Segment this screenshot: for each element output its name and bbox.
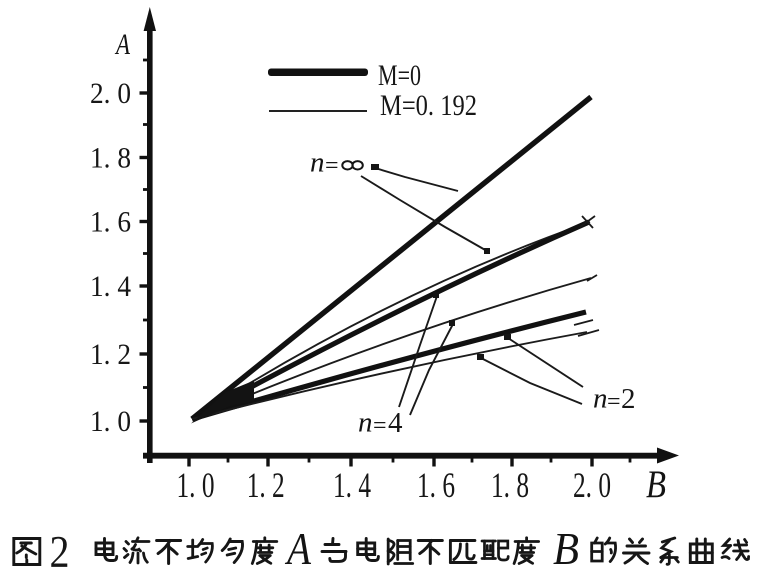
svg-text:M=0. 192: M=0. 192 xyxy=(380,89,477,122)
svg-text:2: 2 xyxy=(621,383,636,415)
svg-text:1. 8: 1. 8 xyxy=(90,142,131,175)
svg-text:1. 2: 1. 2 xyxy=(90,338,131,371)
svg-text:1. 6: 1. 6 xyxy=(417,465,455,505)
svg-text:=: = xyxy=(607,389,621,415)
svg-text:n: n xyxy=(358,407,373,439)
svg-text:B: B xyxy=(553,524,579,574)
svg-text:1. 4: 1. 4 xyxy=(90,270,131,303)
svg-text:1. 8: 1. 8 xyxy=(491,465,529,505)
svg-text:1. 6: 1. 6 xyxy=(90,206,131,239)
svg-text:1. 0: 1. 0 xyxy=(177,465,215,505)
svg-text:4: 4 xyxy=(388,407,403,439)
svg-text:=: = xyxy=(373,413,387,439)
svg-text:2. 0: 2. 0 xyxy=(90,77,131,110)
svg-text:A: A xyxy=(114,28,130,61)
svg-text:M=0: M=0 xyxy=(378,59,421,92)
svg-text:A: A xyxy=(284,524,311,574)
svg-text:1. 4: 1. 4 xyxy=(333,465,371,505)
svg-text:n: n xyxy=(310,147,325,179)
svg-text:B: B xyxy=(646,463,666,506)
svg-text:2: 2 xyxy=(50,527,70,577)
svg-text:1. 2: 1. 2 xyxy=(247,465,285,505)
svg-text:=: = xyxy=(325,153,339,179)
svg-text:n: n xyxy=(593,383,608,415)
svg-text:1. 0: 1. 0 xyxy=(90,405,131,438)
svg-text:2. 0: 2. 0 xyxy=(573,465,611,505)
